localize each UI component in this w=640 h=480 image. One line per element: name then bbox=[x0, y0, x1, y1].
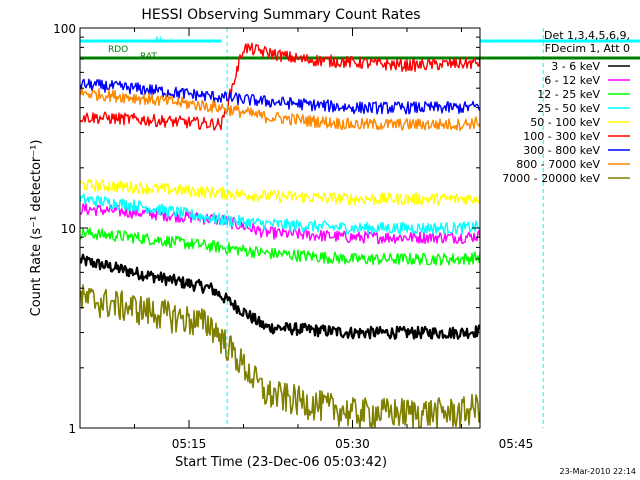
y-tick-label: 1 bbox=[68, 422, 76, 436]
series-line bbox=[80, 78, 480, 115]
series-line bbox=[80, 253, 480, 340]
legend-header-line1: Det 1,3,4,5,6,9, bbox=[544, 29, 630, 42]
y-axis-ticks: 1 10 100 bbox=[53, 22, 480, 436]
legend-label: 3 - 6 keV bbox=[551, 60, 600, 73]
legend-header-line2: FDecim 1, Att 0 bbox=[545, 42, 630, 55]
series-line bbox=[80, 87, 480, 132]
series-group bbox=[80, 42, 480, 428]
legend-label: 50 - 100 keV bbox=[530, 116, 600, 129]
flag-label: N bbox=[155, 36, 162, 46]
series-line bbox=[80, 227, 480, 266]
x-axis-label: Start Time (23-Dec-06 05:03:42) bbox=[175, 455, 387, 470]
series-line bbox=[80, 178, 480, 206]
night-boundaries bbox=[226, 28, 544, 428]
series-line bbox=[80, 193, 480, 235]
x-tick-label: 05:15 bbox=[172, 437, 207, 451]
legend-label: 100 - 300 keV bbox=[523, 130, 600, 143]
x-tick-label: 05:45 bbox=[499, 437, 534, 451]
legend-label: 6 - 12 keV bbox=[544, 74, 600, 87]
flag-label: RDO bbox=[108, 45, 128, 55]
legend-label: 300 - 800 keV bbox=[523, 144, 600, 157]
footer-timestamp: 23-Mar-2010 22:14 bbox=[560, 467, 637, 476]
x-tick-label: 05:30 bbox=[335, 437, 370, 451]
y-axis-label: Count Rate (s⁻¹ detector⁻¹) bbox=[29, 140, 44, 317]
series-line bbox=[80, 42, 480, 131]
legend-label: 25 - 50 keV bbox=[537, 102, 600, 115]
y-tick-label: 10 bbox=[61, 222, 76, 236]
legend-label: 12 - 25 keV bbox=[537, 88, 600, 101]
legend-label: 800 - 7000 keV bbox=[516, 158, 600, 171]
legend: Det 1,3,4,5,6,9, FDecim 1, Att 0 3 - 6 k… bbox=[502, 29, 630, 185]
series-line bbox=[80, 284, 480, 428]
chart-title: HESSI Observing Summary Count Rates bbox=[141, 7, 420, 23]
legend-label: 7000 - 20000 keV bbox=[502, 172, 600, 185]
y-tick-label: 100 bbox=[53, 22, 76, 36]
flag-label: RAT bbox=[140, 52, 157, 62]
